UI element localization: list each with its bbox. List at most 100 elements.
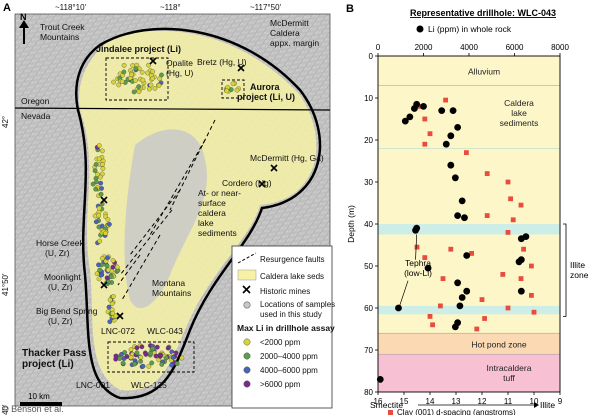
sample-dot xyxy=(228,87,234,92)
smectite-label: Smectite xyxy=(370,400,403,410)
sample-dot xyxy=(110,258,116,263)
legend-class-1: 2000–4000 ppm xyxy=(260,352,318,361)
sample-dot xyxy=(107,297,113,303)
label-oregon: Oregon xyxy=(21,96,50,106)
sample-dot xyxy=(230,81,236,87)
li-point xyxy=(463,252,471,259)
label-aurora-1: Aurora xyxy=(250,82,280,92)
li-point xyxy=(447,132,455,140)
sample-dot xyxy=(96,276,102,282)
bottom-tick-label: 13 xyxy=(452,397,461,406)
label-thacker-2: project (Li) xyxy=(22,359,74,370)
sample-dot xyxy=(105,217,111,222)
label-trout-creek-2: Mountains xyxy=(40,32,79,42)
sample-dot xyxy=(96,205,102,211)
sample-dot xyxy=(117,356,123,361)
y-tick-label: 10 xyxy=(364,94,373,103)
clay-point xyxy=(500,272,506,277)
clay-point xyxy=(508,196,513,202)
sample-dot xyxy=(143,352,149,357)
label-opalite-1: Opalite xyxy=(166,58,193,68)
bottom-tick-label: 11 xyxy=(504,397,513,406)
legend-resurgence: Resurgence faults xyxy=(260,255,324,264)
legend-class-2: 4000–6000 ppm xyxy=(260,366,318,375)
sample-dot xyxy=(234,87,240,93)
legend-caldera-seds: Caldera lake seds xyxy=(260,272,324,281)
sample-dot xyxy=(130,63,136,68)
clay-point xyxy=(422,141,428,147)
label-caldera-3: appx. margin xyxy=(270,38,319,48)
caldera-margin xyxy=(75,27,322,400)
sample-dot xyxy=(100,162,105,167)
illite-label: Illite xyxy=(540,400,555,410)
unit-band xyxy=(378,354,560,392)
label-lake-2: surface xyxy=(198,198,226,208)
legend-swatch-1 xyxy=(243,352,251,360)
li-point xyxy=(438,107,446,114)
sample-dot xyxy=(93,186,99,192)
sample-dot xyxy=(103,230,108,236)
sample-dot xyxy=(111,294,116,299)
li-point xyxy=(458,294,466,301)
lat-tick: 41°50' xyxy=(1,273,10,296)
sample-dot xyxy=(146,364,152,369)
credit-watermark: © Benson et al. xyxy=(2,404,64,414)
label-lnc072: LNC-072 xyxy=(101,326,135,336)
li-point xyxy=(411,105,418,112)
sample-dot xyxy=(145,70,150,76)
sample-dot xyxy=(98,180,104,186)
tephra-label: (low-Li) xyxy=(404,268,432,278)
tephra-label: Tephra xyxy=(405,258,431,268)
bottom-tick-label: 12 xyxy=(478,397,487,406)
sample-dot xyxy=(150,76,155,81)
sample-dot xyxy=(96,262,101,268)
label-thacker-1: Thacker Pass xyxy=(22,348,87,359)
clay-point xyxy=(518,202,524,208)
sample-dot xyxy=(113,313,119,319)
unit-label: lake xyxy=(511,108,527,118)
tephra-band xyxy=(378,224,560,235)
unit-label: Caldera xyxy=(504,98,534,108)
li-point xyxy=(406,113,414,121)
sample-dot xyxy=(98,272,104,278)
clay-point xyxy=(443,97,448,103)
y-tick-label: 80 xyxy=(364,388,373,397)
sample-dot xyxy=(96,156,102,162)
label-nevada: Nevada xyxy=(21,111,51,121)
li-point xyxy=(412,226,419,234)
li-point xyxy=(458,197,466,205)
label-lake-3: caldera xyxy=(198,208,226,218)
sample-dot xyxy=(93,162,99,167)
sample-dot xyxy=(119,79,125,84)
sample-dot xyxy=(113,353,119,359)
legend-swatch-0 xyxy=(243,338,251,346)
li-point xyxy=(463,287,471,295)
label-horse-creek-1: Horse Creek xyxy=(36,238,84,248)
sample-dot xyxy=(97,267,103,273)
clay-point xyxy=(484,213,490,218)
label-bretz: Bretz (Hg, U) xyxy=(197,57,247,67)
legend-max-li-title: Max Li in drillhole assay xyxy=(237,323,335,333)
tephra-arrow xyxy=(399,280,409,307)
label-big-bend-2: (U, Zr) xyxy=(48,316,73,326)
clay-point xyxy=(417,104,422,109)
li-point xyxy=(454,212,462,220)
sample-dot xyxy=(111,79,116,85)
sample-dot xyxy=(119,351,124,357)
legend-historic: Historic mines xyxy=(260,287,310,296)
sample-dot xyxy=(97,238,103,244)
scale-bar: 10 km xyxy=(20,392,62,406)
clay-point xyxy=(505,305,511,311)
sample-dot xyxy=(99,256,105,261)
clay-point xyxy=(440,276,446,281)
sample-dot xyxy=(139,344,145,350)
map-svg: ~118°10' ~118° ~117°50' 42° 41°50' 41°40… xyxy=(1,2,335,420)
top-tick-label: 4000 xyxy=(460,43,478,52)
sample-dot xyxy=(154,344,160,350)
sample-dot xyxy=(170,355,176,360)
y-tick-label: 40 xyxy=(364,220,373,229)
chart-title: Representative drillhole: WLC-043 xyxy=(410,8,556,18)
li-point xyxy=(395,304,402,312)
label-wlc043: WLC-043 xyxy=(147,326,183,336)
li-point xyxy=(515,258,523,266)
